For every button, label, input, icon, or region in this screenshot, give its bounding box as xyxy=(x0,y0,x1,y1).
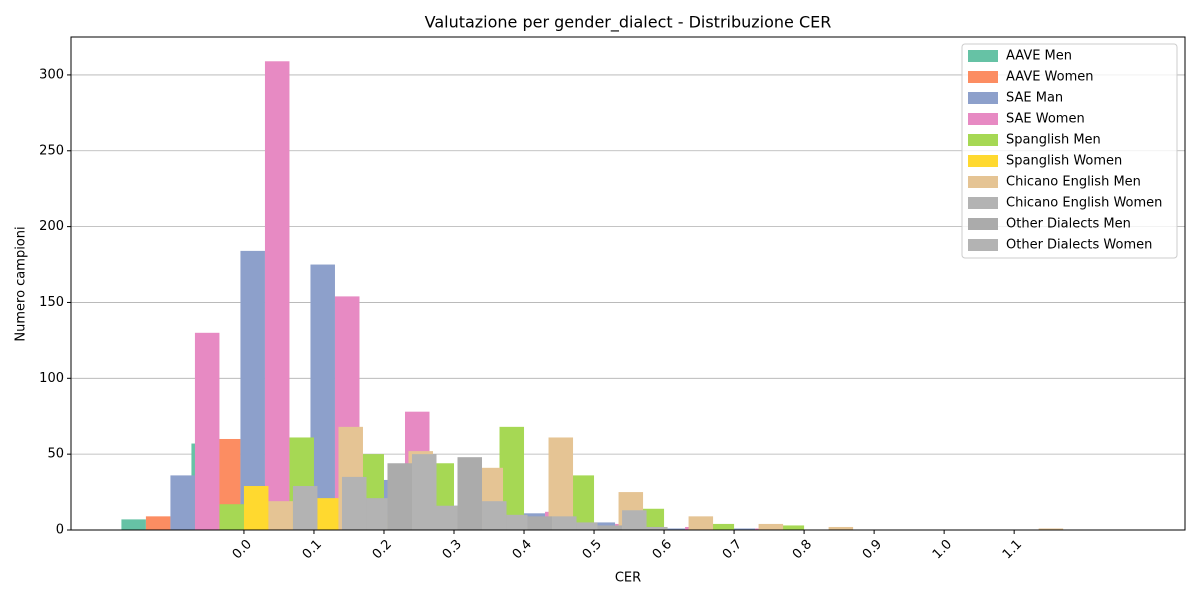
x-tick-label: 0.3 xyxy=(440,537,465,562)
bar xyxy=(779,525,805,530)
x-tick-label: 0.8 xyxy=(790,537,815,562)
bar xyxy=(411,454,437,530)
bar xyxy=(503,514,528,530)
y-tick-label: 150 xyxy=(39,295,64,310)
y-tick-label: 300 xyxy=(39,67,64,82)
bar xyxy=(688,516,714,530)
bar xyxy=(268,501,293,530)
y-tick-label: 0 xyxy=(56,523,64,538)
axes-frame xyxy=(70,36,1186,531)
bar xyxy=(170,475,195,530)
bar xyxy=(622,510,647,530)
legend-label: SAE Women xyxy=(1006,112,1085,127)
y-tick-label: 250 xyxy=(39,143,64,158)
legend-swatch xyxy=(968,134,998,146)
legend-label: Chicano English Men xyxy=(1006,175,1141,190)
bar xyxy=(527,516,553,530)
x-tick-label: 0.6 xyxy=(650,537,675,562)
bar xyxy=(1038,528,1064,530)
x-tick-label: 0.2 xyxy=(370,537,395,562)
x-tick-label: 1.0 xyxy=(930,537,955,562)
bar xyxy=(597,525,623,530)
bar xyxy=(548,437,574,530)
bar xyxy=(758,523,784,530)
legend-swatch xyxy=(968,71,998,83)
bar xyxy=(660,528,686,530)
bar xyxy=(292,486,318,530)
bar xyxy=(709,523,735,530)
chart-title: Valutazione per gender_dialect - Distrib… xyxy=(425,13,832,33)
bar xyxy=(730,528,756,530)
legend-box xyxy=(961,43,1178,259)
x-tick-label: 0.7 xyxy=(720,537,745,562)
bar xyxy=(310,264,335,530)
legend-label: AAVE Men xyxy=(1006,49,1072,64)
y-tick-label: 200 xyxy=(39,219,64,234)
legend-label: Other Dialects Women xyxy=(1006,238,1152,253)
legend-swatch xyxy=(968,92,998,104)
bar xyxy=(264,61,290,530)
y-axis-label: Numero campioni xyxy=(14,226,29,341)
bar xyxy=(552,516,577,530)
bar xyxy=(219,504,244,530)
x-tick-label: 1.1 xyxy=(1000,537,1025,562)
bar xyxy=(828,526,854,530)
bar xyxy=(643,526,668,530)
bar xyxy=(432,505,458,530)
x-tick-label: 0.5 xyxy=(580,537,605,562)
bar xyxy=(121,519,146,530)
y-tick-label: 100 xyxy=(39,371,64,386)
bar xyxy=(240,250,265,530)
legend-label: Chicano English Women xyxy=(1006,196,1162,211)
legend-label: AAVE Women xyxy=(1006,70,1094,85)
x-axis-label: CER xyxy=(615,571,641,586)
bar xyxy=(341,476,367,530)
legend-swatch xyxy=(968,239,998,251)
bar xyxy=(362,498,388,530)
bar xyxy=(313,498,339,530)
bar xyxy=(457,457,483,530)
x-tick-label: 0.9 xyxy=(860,537,885,562)
legend-swatch xyxy=(968,50,998,62)
x-tick-label: 0.0 xyxy=(230,537,255,562)
legend-swatch xyxy=(968,113,998,125)
bar xyxy=(573,522,598,530)
x-tick-label: 0.4 xyxy=(510,537,535,562)
legend-swatch xyxy=(968,218,998,230)
legend-label: SAE Man xyxy=(1006,91,1063,106)
legend-swatch xyxy=(968,155,998,167)
x-tick-label: 0.1 xyxy=(300,537,325,562)
bar xyxy=(482,501,507,530)
bar xyxy=(145,516,171,530)
legend-label: Spanglish Women xyxy=(1006,154,1122,169)
bar xyxy=(387,463,412,530)
legend-label: Spanglish Men xyxy=(1006,133,1101,148)
legend-swatch xyxy=(968,197,998,209)
bar xyxy=(243,486,269,530)
y-tick-label: 50 xyxy=(47,447,64,462)
legend-swatch xyxy=(968,176,998,188)
legend-label: Other Dialects Men xyxy=(1006,217,1131,232)
bar xyxy=(194,332,220,530)
